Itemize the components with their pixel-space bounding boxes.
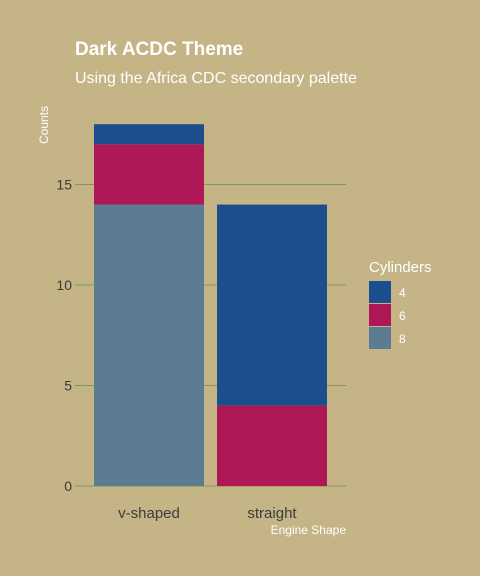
bar-v-shaped-cyl-6 bbox=[94, 144, 204, 205]
bars bbox=[94, 124, 327, 486]
legend-swatch-8 bbox=[369, 327, 391, 349]
y-tick-label-10: 10 bbox=[56, 277, 72, 293]
legend: Cylinders 4 6 8 bbox=[369, 259, 432, 349]
y-tick-label-15: 15 bbox=[56, 177, 72, 193]
chart-title: Dark ACDC Theme bbox=[75, 39, 243, 60]
x-tick-label-v-shaped: v-shaped bbox=[118, 505, 180, 522]
y-tick-label-5: 5 bbox=[64, 378, 72, 394]
legend-label-4: 4 bbox=[399, 286, 406, 300]
legend-label-6: 6 bbox=[399, 309, 406, 323]
bar-v-shaped-cyl-4 bbox=[94, 124, 204, 145]
bar-v-shaped-cyl-8 bbox=[94, 204, 204, 486]
x-axis-label: Engine Shape bbox=[271, 523, 347, 537]
bar-straight-cyl-6 bbox=[217, 405, 327, 486]
chart-subtitle: Using the Africa CDC secondary palette bbox=[75, 70, 357, 87]
legend-swatch-6 bbox=[369, 304, 391, 326]
legend-title: Cylinders bbox=[369, 259, 432, 276]
x-tick-label-straight: straight bbox=[247, 505, 297, 522]
bar-straight-cyl-4 bbox=[217, 204, 327, 406]
y-axis-label: Counts bbox=[37, 106, 51, 144]
legend-label-8: 8 bbox=[399, 332, 406, 346]
x-axis-ticks: v-shaped straight bbox=[118, 505, 297, 522]
legend-swatch-4 bbox=[369, 281, 391, 303]
y-tick-label-0: 0 bbox=[64, 478, 72, 494]
y-axis-ticks: 0 5 10 15 bbox=[56, 177, 72, 495]
